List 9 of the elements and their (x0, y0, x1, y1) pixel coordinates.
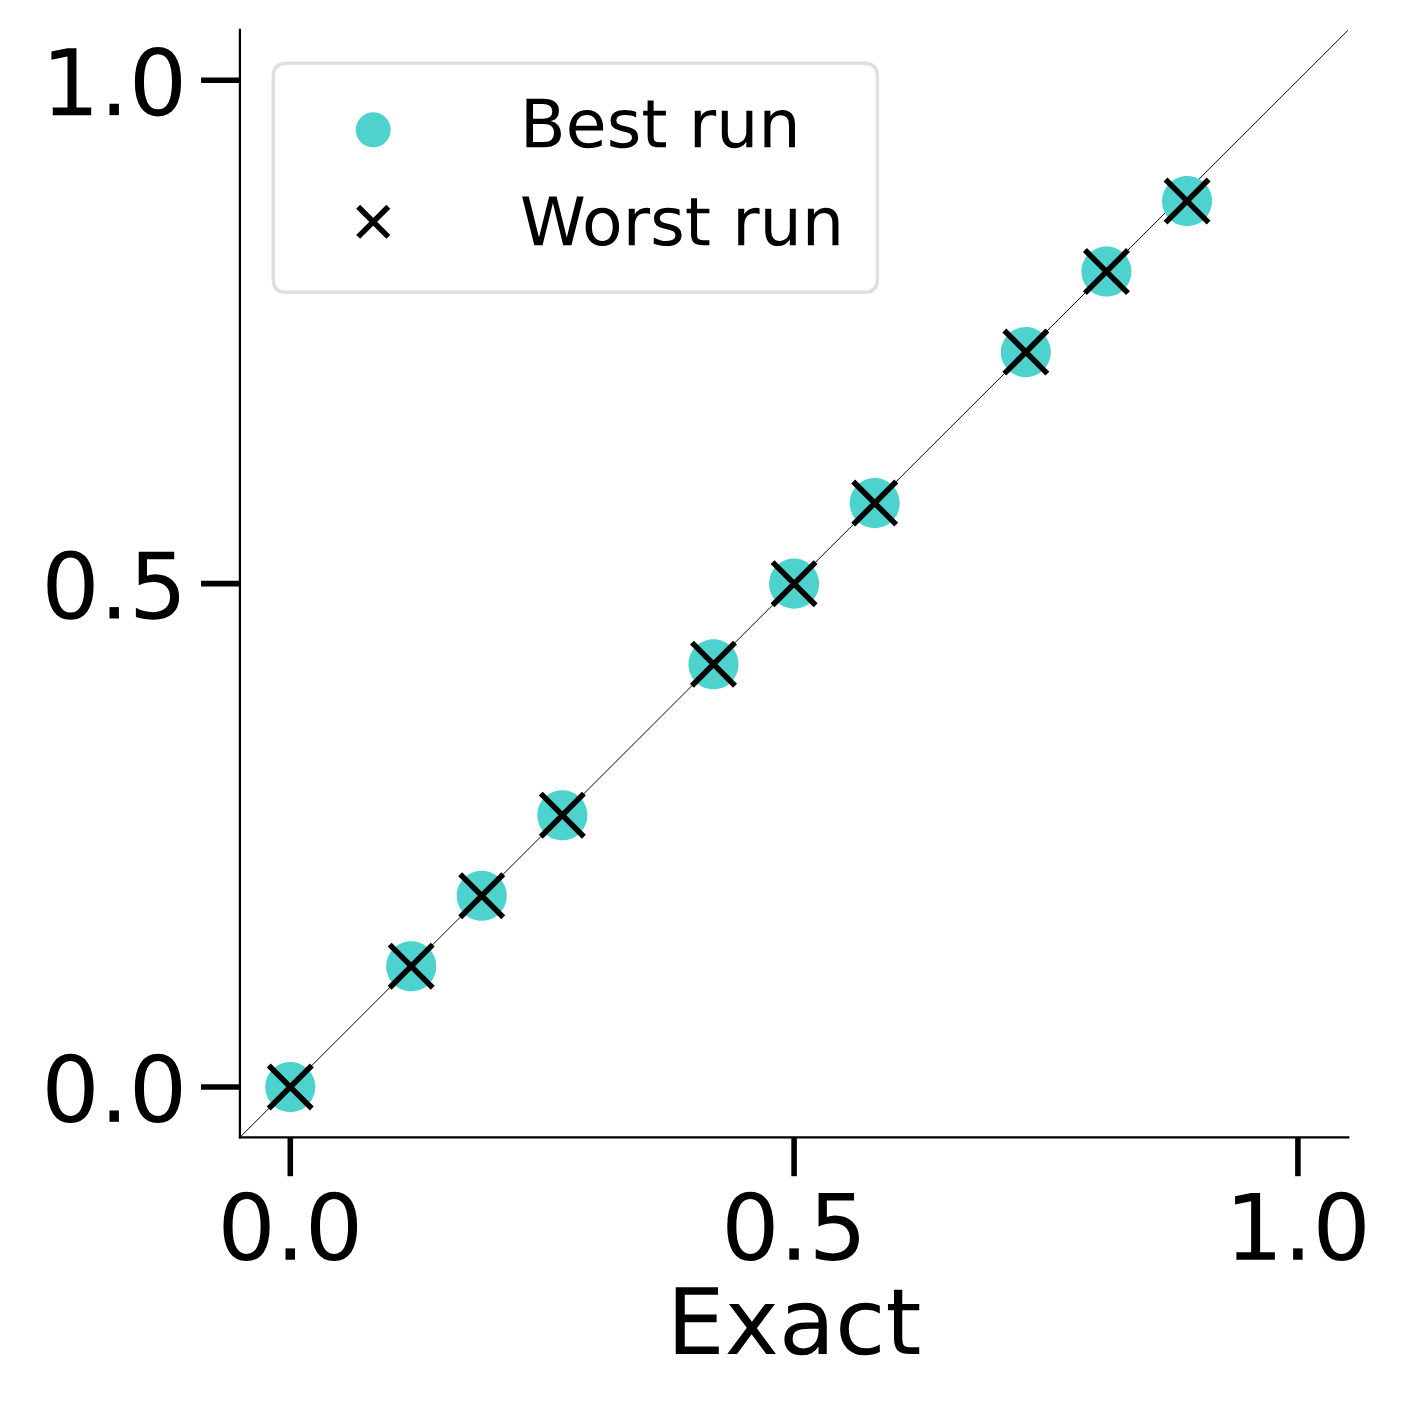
x-axis-title: Exact (675, 1287, 920, 1356)
x-tick-label: 0.5 (727, 1191, 859, 1262)
legend-label: Worst run (522, 196, 839, 247)
y-tick-label: 0.5 (47, 550, 180, 620)
legend-label: Best run (526, 98, 795, 149)
x-tick-label: 1.0 (1235, 1191, 1365, 1262)
y-tick-label: 1.0 (51, 47, 182, 117)
x-tick-label: 0.0 (223, 1191, 358, 1262)
y-tick-label: 0.0 (47, 1053, 182, 1124)
